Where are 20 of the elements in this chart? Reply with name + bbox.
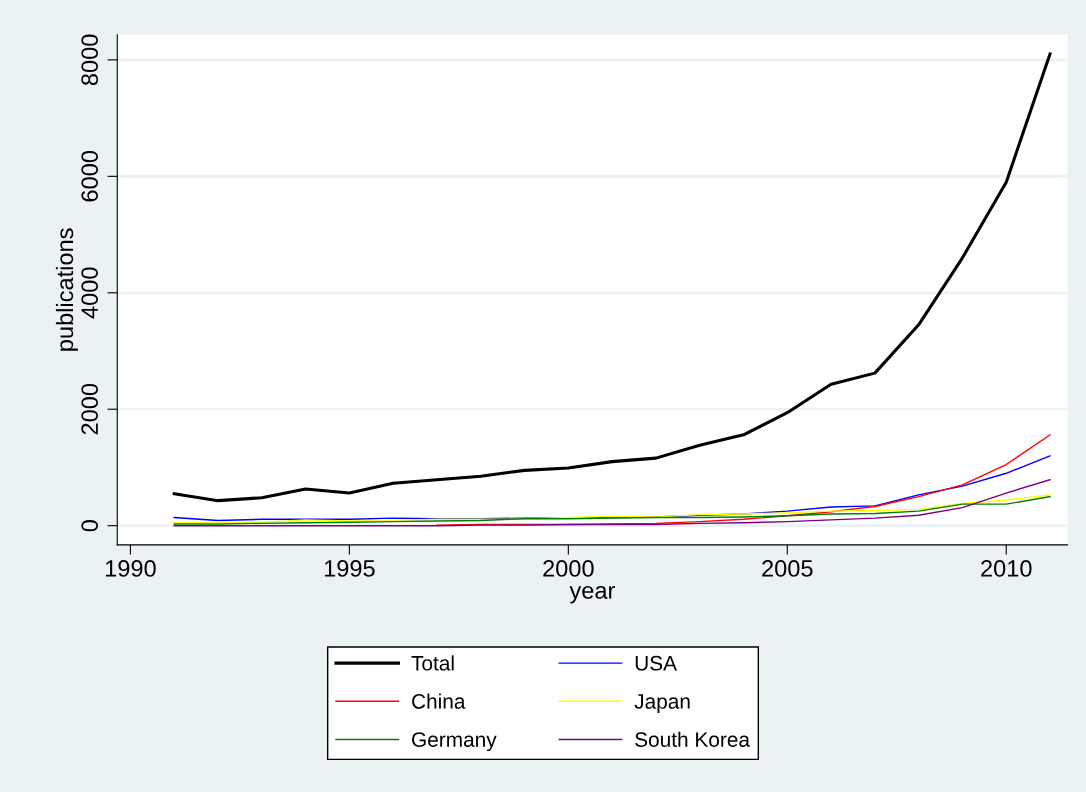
legend-label: USA xyxy=(635,655,677,671)
y-tick-label: 8000 xyxy=(81,34,99,86)
x-tick-label: 1995 xyxy=(324,560,375,577)
x-tick-label: 2010 xyxy=(981,560,1032,577)
line-series xyxy=(172,52,1052,503)
legend-label: Total xyxy=(411,655,454,671)
y-tick-label: 0 xyxy=(81,520,99,532)
x-axis-title: year xyxy=(569,585,615,604)
y-axis-title: publications xyxy=(55,228,78,351)
line-series xyxy=(173,478,1051,527)
y-tick-label: 2000 xyxy=(81,383,99,435)
x-tick-label: 2005 xyxy=(762,560,813,577)
y-tick-label: 4000 xyxy=(81,267,99,319)
x-tick-label: 2000 xyxy=(543,560,594,577)
legend-label: China xyxy=(412,693,466,709)
x-tick-label: 1990 xyxy=(105,560,156,577)
y-tick-label: 6000 xyxy=(81,150,99,202)
legend-label: South Korea xyxy=(635,731,750,747)
legend-label: Germany xyxy=(412,732,497,752)
legend-label: Japan xyxy=(634,694,690,713)
